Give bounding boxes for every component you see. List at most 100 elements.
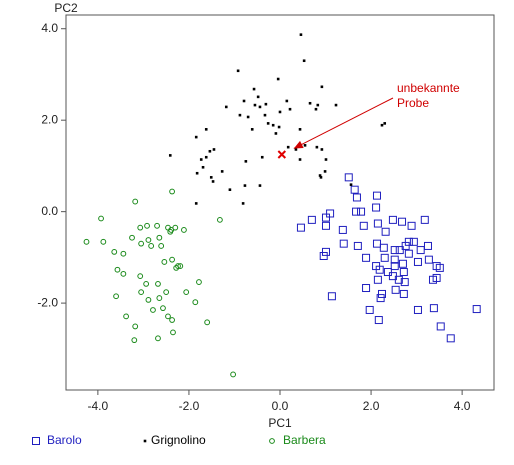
y-tick-label: 0.0 bbox=[41, 204, 58, 218]
annotation-arrow bbox=[293, 97, 394, 149]
point bbox=[407, 221, 416, 230]
point bbox=[435, 263, 444, 272]
point bbox=[424, 255, 433, 264]
point bbox=[398, 217, 407, 226]
point bbox=[120, 250, 127, 257]
point bbox=[399, 289, 408, 298]
point bbox=[263, 113, 267, 117]
point bbox=[296, 223, 305, 232]
point bbox=[395, 246, 404, 255]
point bbox=[250, 128, 254, 131]
point bbox=[238, 113, 242, 117]
point bbox=[158, 243, 165, 249]
point bbox=[380, 123, 384, 127]
point bbox=[362, 253, 371, 262]
point bbox=[349, 183, 353, 186]
point bbox=[390, 255, 399, 264]
point bbox=[377, 289, 386, 298]
point bbox=[204, 319, 211, 326]
point bbox=[334, 103, 338, 107]
point bbox=[156, 295, 163, 301]
point bbox=[320, 85, 324, 89]
point bbox=[404, 237, 413, 246]
point bbox=[319, 252, 328, 261]
annotation-text: Probe bbox=[397, 96, 429, 110]
point bbox=[155, 281, 161, 287]
point bbox=[258, 105, 262, 109]
point bbox=[326, 209, 335, 218]
point bbox=[155, 335, 161, 342]
point bbox=[169, 317, 175, 323]
point bbox=[400, 278, 409, 287]
point bbox=[98, 215, 104, 222]
point bbox=[404, 249, 413, 258]
point bbox=[379, 243, 388, 252]
point bbox=[383, 122, 387, 125]
point bbox=[302, 59, 306, 63]
point bbox=[183, 289, 190, 296]
point bbox=[375, 265, 384, 274]
point bbox=[390, 246, 399, 255]
x-tick-label: 2.0 bbox=[363, 399, 380, 413]
point bbox=[194, 202, 198, 205]
y-axis-label: PC2 bbox=[54, 1, 78, 15]
point bbox=[285, 99, 289, 103]
point bbox=[432, 273, 441, 282]
point bbox=[195, 171, 199, 175]
point bbox=[211, 180, 215, 183]
point bbox=[324, 158, 328, 161]
point bbox=[390, 262, 399, 271]
point bbox=[277, 125, 281, 129]
point bbox=[143, 281, 150, 287]
point bbox=[394, 275, 403, 284]
point bbox=[399, 268, 408, 277]
point bbox=[323, 170, 327, 173]
point bbox=[154, 222, 160, 229]
x-tick-label: -2.0 bbox=[179, 399, 200, 413]
point bbox=[253, 103, 257, 107]
point bbox=[216, 216, 223, 223]
point bbox=[298, 158, 302, 161]
point bbox=[242, 99, 246, 103]
point bbox=[398, 259, 407, 268]
legend-label: Grignolino bbox=[151, 433, 206, 447]
unknown-sample bbox=[277, 150, 287, 159]
point bbox=[423, 241, 432, 250]
point bbox=[208, 149, 212, 153]
legend-marker bbox=[269, 438, 275, 444]
point bbox=[416, 246, 425, 255]
y-tick-label: 2.0 bbox=[41, 112, 58, 126]
point bbox=[381, 227, 390, 236]
point bbox=[132, 323, 139, 330]
point bbox=[472, 305, 481, 314]
point bbox=[413, 305, 422, 314]
annotation-arrowhead bbox=[293, 140, 304, 149]
point bbox=[413, 257, 422, 266]
point bbox=[201, 165, 205, 169]
point bbox=[175, 263, 181, 269]
point bbox=[276, 77, 280, 81]
point bbox=[278, 110, 282, 114]
point bbox=[266, 122, 270, 125]
point bbox=[194, 135, 198, 139]
point bbox=[352, 193, 361, 202]
x-tick-label: 0.0 bbox=[272, 399, 289, 413]
point bbox=[286, 145, 290, 149]
point bbox=[163, 289, 170, 296]
legend-marker bbox=[32, 437, 40, 445]
point bbox=[177, 263, 184, 269]
point bbox=[274, 132, 278, 135]
point bbox=[260, 155, 264, 159]
point bbox=[256, 95, 260, 99]
point bbox=[374, 316, 383, 325]
legend-label: Barolo bbox=[47, 433, 82, 447]
point bbox=[111, 248, 118, 255]
plot-frame bbox=[65, 14, 495, 391]
point bbox=[160, 305, 166, 312]
point bbox=[170, 329, 176, 336]
point bbox=[244, 160, 248, 163]
point bbox=[299, 33, 303, 36]
point bbox=[212, 148, 216, 151]
point bbox=[372, 191, 381, 200]
